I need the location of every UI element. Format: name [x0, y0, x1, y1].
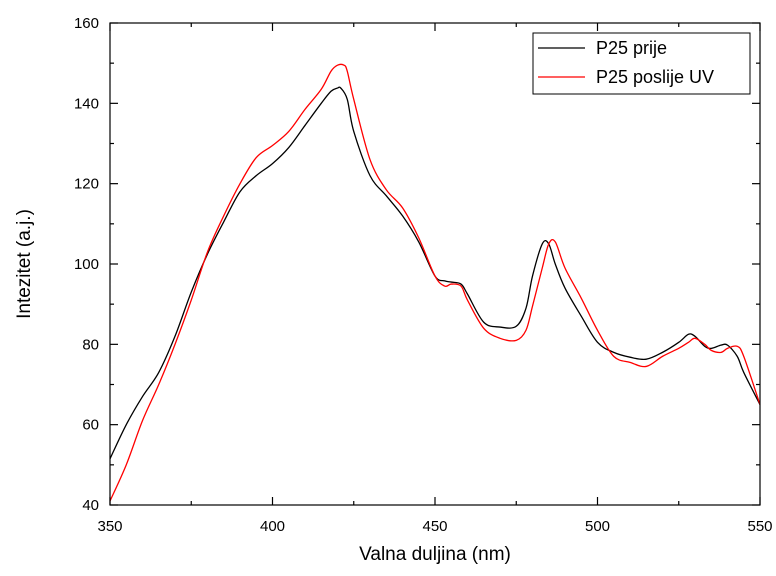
legend: P25 prije P25 poslije UV: [532, 32, 751, 95]
plot-frame: [109, 22, 761, 506]
legend-label-p25-poslije-uv: P25 poslije UV: [596, 67, 714, 87]
x-tick-label: 450: [422, 518, 447, 535]
y-tick-label: 120: [74, 176, 99, 193]
y-tick-label: 40: [82, 497, 99, 514]
series-layer: [109, 63, 761, 502]
y-tick-label: 140: [74, 95, 99, 112]
x-axis-title: Valna duljina (nm): [359, 544, 511, 565]
x-tick-label: 550: [747, 518, 772, 535]
legend-label-p25-prije: P25 prije: [596, 38, 667, 58]
x-tick-label: 500: [585, 518, 610, 535]
y-axis-title: Intezitet (a.j.): [14, 209, 35, 319]
ticks-layer: 350 400 450 500 550 40 60 80 100 120 140 160: [74, 15, 773, 535]
series-line-p25-poslije-uv: [109, 63, 761, 502]
y-tick-label: 100: [74, 256, 99, 273]
series-line-p25-prije: [109, 86, 761, 460]
y-tick-label: 160: [74, 15, 99, 32]
y-tick-label: 80: [82, 336, 99, 353]
x-tick-label: 400: [260, 518, 285, 535]
legend-box: [532, 32, 751, 95]
y-tick-label: 60: [82, 417, 99, 434]
x-tick-label: 350: [97, 518, 122, 535]
